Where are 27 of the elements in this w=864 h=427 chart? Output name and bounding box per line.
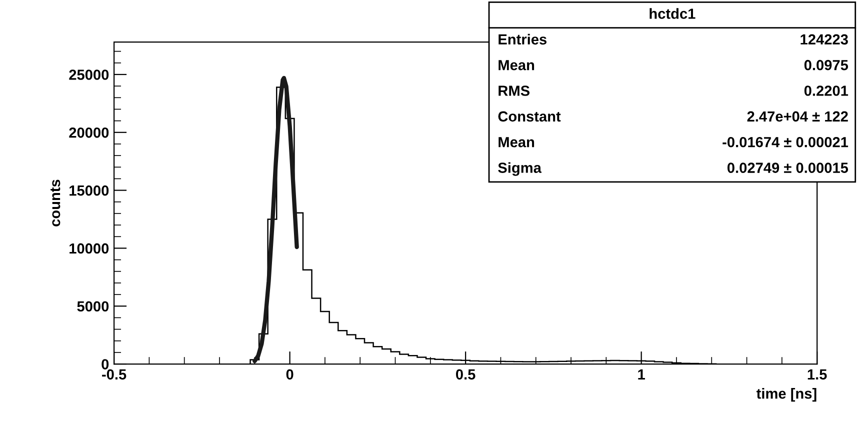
y-tick-label: 5000 bbox=[77, 301, 109, 312]
x-tick-label: 1 bbox=[638, 369, 645, 380]
annotation: Entries bbox=[498, 34, 547, 45]
x-tick-label: 1.5 bbox=[808, 369, 827, 380]
text: hctdc1 bbox=[650, 8, 696, 19]
line-series bbox=[252, 76, 299, 364]
y-tick-label: 15000 bbox=[70, 185, 109, 196]
annotation: Mean bbox=[498, 137, 534, 148]
y-tick-label: 20000 bbox=[69, 127, 109, 138]
annotation: Constant bbox=[498, 111, 561, 122]
y-tick-label: 0 bbox=[102, 359, 109, 370]
annotation: Mean bbox=[498, 60, 534, 70]
annotation: RMS bbox=[498, 86, 530, 96]
y-tick-label: 25000 bbox=[69, 70, 109, 80]
annotation: Sigma bbox=[498, 162, 542, 176]
annotation: 0.2201 bbox=[804, 86, 848, 96]
annotation: 124223 bbox=[800, 34, 848, 45]
y-axis-title: counts bbox=[50, 180, 60, 226]
y-tick-label: 10000 bbox=[70, 243, 109, 254]
annotation: 0.02749 ± 0.00015 bbox=[727, 162, 848, 173]
x-tick-label: -0.5 bbox=[102, 369, 126, 380]
annotation: 0.0975 bbox=[804, 60, 848, 70]
annotation: 2.47e+04 ± 122 bbox=[747, 111, 848, 122]
x-axis-title: time [ns] bbox=[756, 388, 816, 402]
x-tick-label: 0 bbox=[286, 369, 294, 380]
annotation: -0.01674 ± 0.00021 bbox=[722, 136, 848, 148]
x-tick-label: 0.5 bbox=[456, 369, 476, 380]
